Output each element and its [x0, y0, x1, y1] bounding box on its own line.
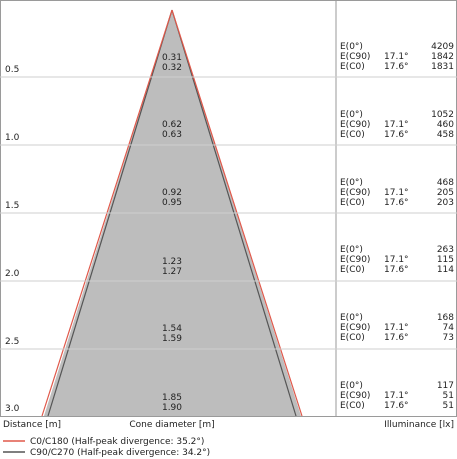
lux-value: 205	[437, 188, 454, 198]
lux-value: 468	[437, 178, 454, 188]
legend-label-c0: C0/C180 (Half-peak divergence: 35.2°)	[30, 437, 204, 447]
lux-value: 1842	[431, 52, 454, 62]
e-label: E(C0)	[340, 401, 365, 411]
e-label: E(0°)	[340, 110, 363, 120]
distance-label: 0.5	[5, 65, 19, 75]
angle-value: 17.6°	[384, 333, 409, 343]
lux-value: 458	[437, 130, 454, 140]
angle-value: 17.1°	[384, 391, 409, 401]
cone-diameter-c90: 0.63	[162, 130, 182, 140]
lux-value: 51	[443, 401, 454, 411]
band-5: 3.0 1.85 1.90 E(0°) E(C90) E(C0) 17.1° 1…	[5, 381, 454, 414]
e-label: E(C0)	[340, 333, 365, 343]
e-label: E(0°)	[340, 178, 363, 188]
lux-value: 1052	[431, 110, 454, 120]
e-label: E(C90)	[340, 120, 370, 130]
lux-value: 460	[437, 120, 454, 130]
angle-value: 17.6°	[384, 401, 409, 411]
band-2: 1.5 0.92 0.95 E(0°) E(C90) E(C0) 17.1° 1…	[5, 178, 454, 211]
distance-label: 2.0	[5, 269, 20, 279]
cone-diameter-c0: 1.85	[162, 393, 182, 403]
e-label: E(C0)	[340, 198, 365, 208]
band-4: 2.5 1.54 1.59 E(0°) E(C90) E(C0) 17.1° 1…	[5, 313, 454, 347]
angle-value: 17.1°	[384, 323, 409, 333]
e-label: E(C90)	[340, 255, 370, 265]
band-3: 2.0 1.23 1.27 E(0°) E(C90) E(C0) 17.1° 1…	[5, 245, 454, 279]
e-label: E(C0)	[340, 62, 365, 72]
angle-value: 17.6°	[384, 265, 409, 275]
cone-diameter-c0: 0.31	[162, 53, 182, 63]
e-label: E(C90)	[340, 52, 370, 62]
distance-label: 1.5	[5, 201, 19, 211]
angle-value: 17.1°	[384, 188, 409, 198]
lux-value: 51	[443, 391, 454, 401]
distance-label: 3.0	[5, 404, 20, 414]
e-label: E(0°)	[340, 42, 363, 52]
lux-value: 168	[437, 313, 454, 323]
angle-value: 17.1°	[384, 120, 409, 130]
cone-diameter-axis-label: Cone diameter [m]	[129, 420, 214, 430]
lux-value: 117	[437, 381, 454, 391]
e-label: E(C0)	[340, 265, 365, 275]
band-0: 0.5 0.31 0.32 E(0°) E(C90) E(C0) 17.1° 1…	[5, 42, 454, 75]
angle-value: 17.6°	[384, 62, 409, 72]
lux-value: 1831	[431, 62, 454, 72]
e-label: E(0°)	[340, 245, 363, 255]
cone-diameter-c0: 1.23	[162, 257, 182, 267]
distance-label: 1.0	[5, 133, 20, 143]
lux-value: 263	[437, 245, 454, 255]
distance-label: 2.5	[5, 337, 19, 347]
cone-diameter-c90: 1.27	[162, 267, 182, 277]
angle-value: 17.6°	[384, 130, 409, 140]
cone-diameter-c90: 0.32	[162, 63, 182, 73]
cone-diameter-c0: 0.92	[162, 188, 182, 198]
illuminance-axis-label: Illuminance [lx]	[384, 420, 454, 430]
lux-value: 74	[443, 323, 455, 333]
band-1: 1.0 0.62 0.63 E(0°) E(C90) E(C0) 17.1° 1…	[5, 110, 454, 143]
e-label: E(C90)	[340, 391, 370, 401]
e-label: E(0°)	[340, 381, 363, 391]
e-label: E(C90)	[340, 188, 370, 198]
lux-value: 114	[437, 265, 454, 275]
lux-value: 73	[443, 333, 454, 343]
angle-value: 17.1°	[384, 52, 409, 62]
lux-value: 115	[437, 255, 454, 265]
e-label: E(0°)	[340, 313, 363, 323]
cone-diameter-c90: 1.90	[162, 403, 182, 413]
cone-diameter-c0: 0.62	[162, 120, 182, 130]
lux-value: 4209	[431, 42, 454, 52]
cone-diameter-c90: 1.59	[162, 334, 182, 344]
lux-value: 203	[437, 198, 454, 208]
angle-value: 17.1°	[384, 255, 409, 265]
cone-diameter-c90: 0.95	[162, 198, 182, 208]
e-label: E(C90)	[340, 323, 370, 333]
angle-value: 17.6°	[384, 198, 409, 208]
e-label: E(C0)	[340, 130, 365, 140]
cone-diameter-c0: 1.54	[162, 324, 182, 334]
legend-label-c90: C90/C270 (Half-peak divergence: 34.2°)	[30, 448, 210, 458]
distance-axis-label: Distance [m]	[3, 420, 61, 430]
legend: C0/C180 (Half-peak divergence: 35.2°) C9…	[3, 437, 210, 458]
